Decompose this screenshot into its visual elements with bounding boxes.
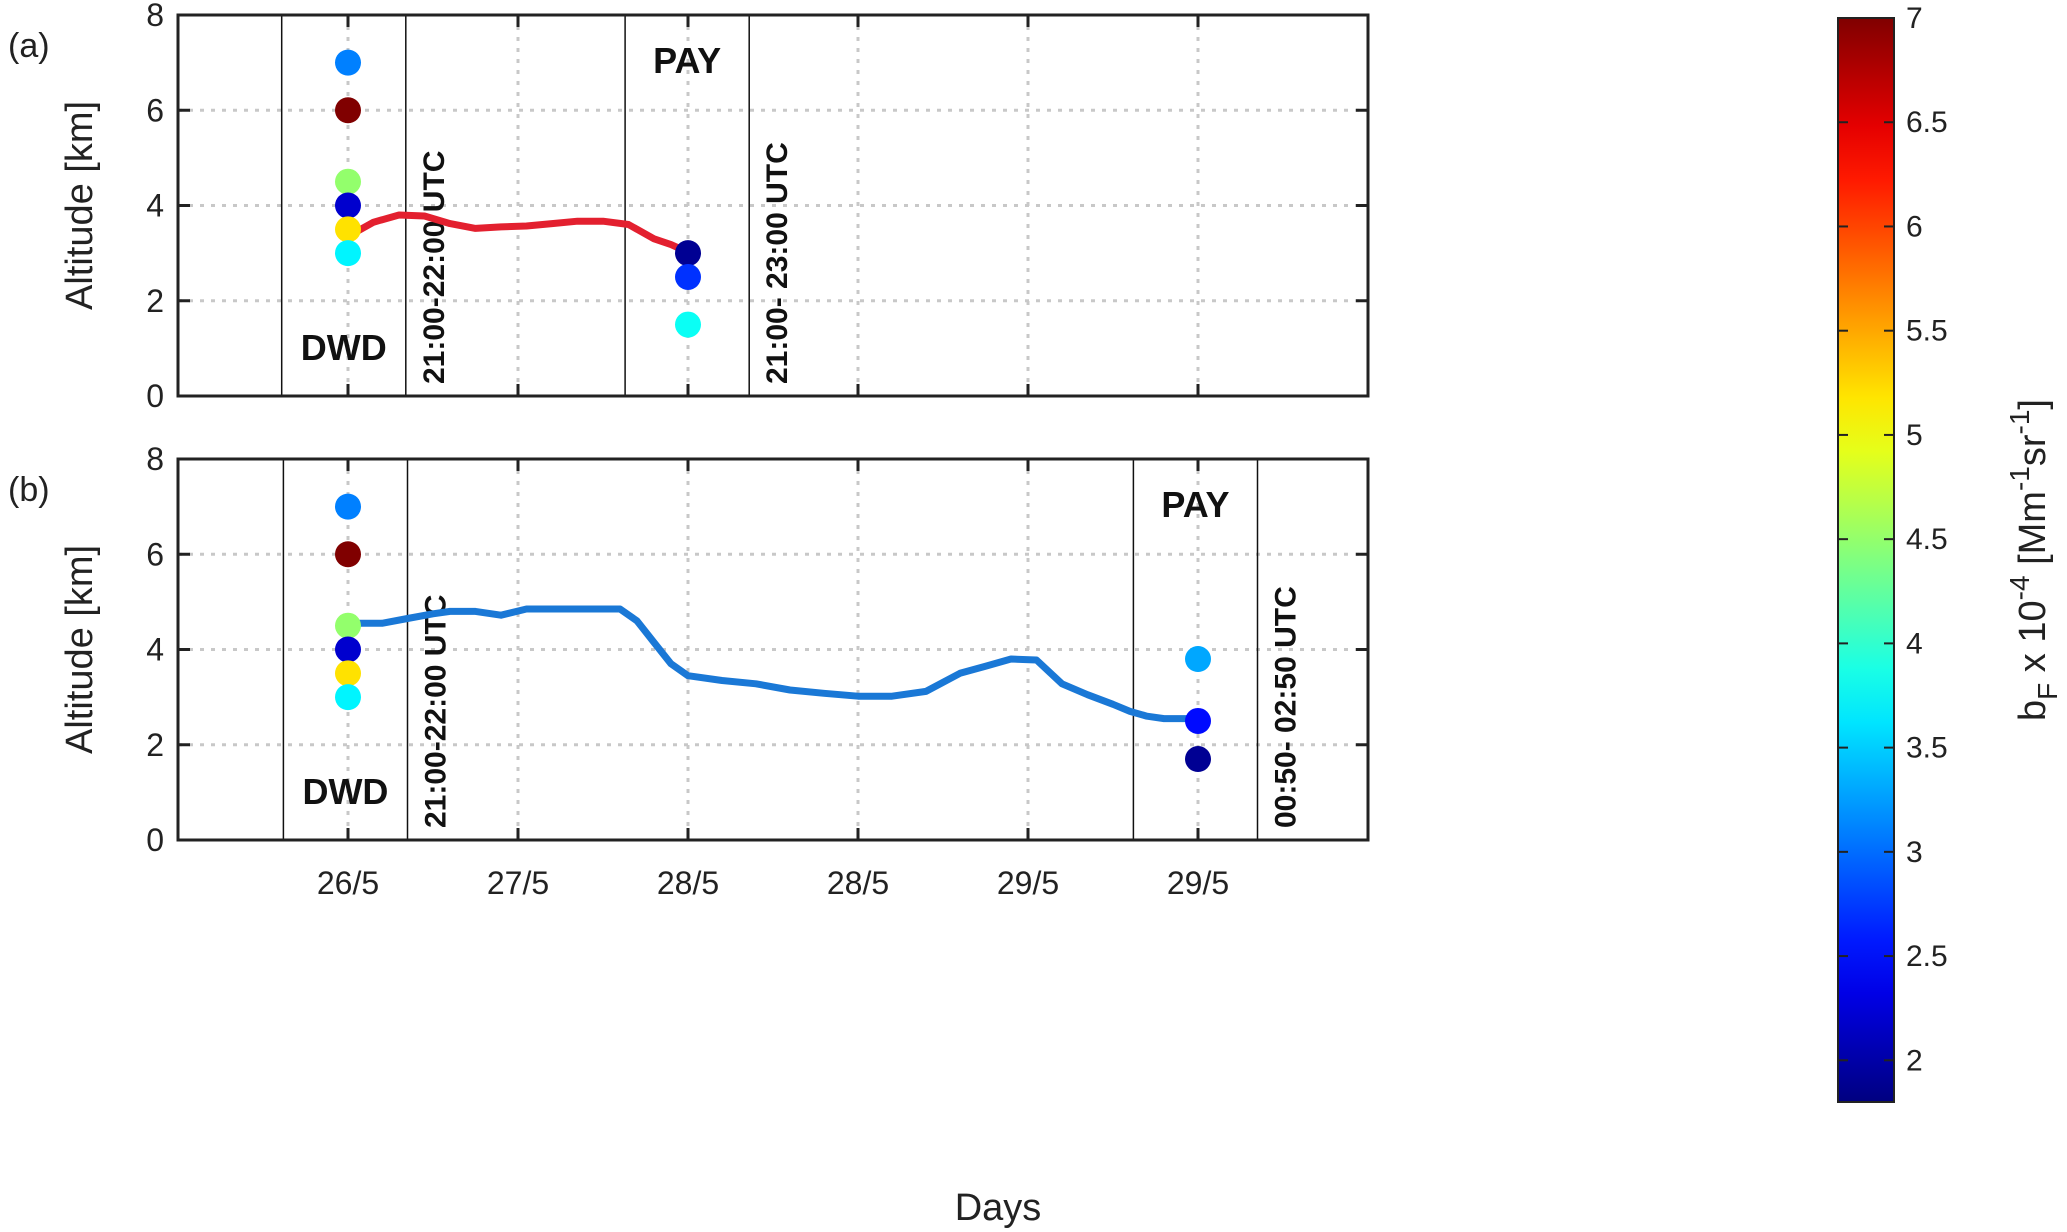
- colorbar-tick-label: 3: [1906, 836, 1923, 869]
- colorbar: 2 2.5 3 3.5 4 4.5 5 5.5 6 6.5 7 bF x 10-4 [Mm-1sr-1…: [1837, 2, 2063, 1103]
- y-axis-label: Altitude [km]: [59, 101, 101, 310]
- panel-label: (b): [8, 471, 50, 509]
- y-tick-label: 0: [146, 822, 164, 858]
- time-window-label: 21:00- 23:00 UTC: [761, 142, 794, 384]
- data-point: [335, 612, 361, 639]
- data-point: [1185, 646, 1211, 673]
- x-tick-label: 26/5: [317, 865, 379, 901]
- x-tick-label: 29/5: [997, 865, 1059, 901]
- station-label: DWD: [301, 327, 387, 368]
- data-point: [335, 636, 361, 663]
- station-label: PAY: [653, 40, 721, 81]
- data-point: [335, 541, 361, 568]
- time-window-label: 21:00-22:00 UTC: [418, 151, 451, 384]
- trajectory-line: [353, 211, 692, 256]
- colorbar-gradient: [1837, 17, 1895, 1103]
- trajectory-line: [353, 605, 1202, 723]
- data-point: [335, 97, 361, 124]
- data-point: [1185, 707, 1211, 734]
- y-tick-label: 6: [146, 92, 164, 128]
- y-tick-label: 0: [146, 378, 164, 414]
- colorbar-label: bF x 10-4 [Mm-1sr-1]: [2004, 399, 2063, 721]
- data-point: [335, 49, 361, 76]
- colorbar-tick-label: 2.5: [1906, 940, 1948, 973]
- colorbar-tick-label: 4: [1906, 627, 1923, 660]
- y-tick-label: 6: [146, 536, 164, 572]
- data-point: [335, 192, 361, 219]
- colorbar-tick-label: 5.5: [1906, 315, 1948, 348]
- data-point: [335, 660, 361, 687]
- colorbar-tick-label: 6: [1906, 210, 1923, 243]
- data-point: [675, 263, 701, 290]
- data-point: [675, 311, 701, 338]
- data-point: [335, 493, 361, 520]
- x-tick-label: 27/5: [487, 865, 549, 901]
- station-label: PAY: [1161, 484, 1229, 525]
- data-point: [675, 240, 701, 267]
- y-tick-label: 4: [146, 188, 164, 224]
- colorbar-tick-label: 5: [1906, 419, 1923, 452]
- time-window-label: 00:50- 02:50 UTC: [1270, 586, 1303, 828]
- y-tick-label: 2: [146, 727, 164, 763]
- colorbar-tick-label: 2: [1906, 1044, 1923, 1077]
- panel-b: DWD 21:00-22:00 UTC PAY 00:50- 02:50 UTC 0 2 4…: [8, 441, 1370, 901]
- colorbar-tick-label: 6.5: [1906, 106, 1948, 139]
- data-point: [335, 168, 361, 195]
- y-tick-label: 8: [146, 0, 164, 33]
- x-tick-label: 28/5: [657, 865, 719, 901]
- y-tick-label: 8: [146, 441, 164, 477]
- colorbar-tick-label: 3.5: [1906, 732, 1948, 765]
- data-point: [335, 216, 361, 243]
- x-tick-label: 29/5: [1167, 865, 1229, 901]
- y-axis-label: Altitude [km]: [59, 545, 101, 754]
- x-axis-label: Days: [955, 1187, 1042, 1229]
- colorbar-tick-label: 7: [1906, 2, 1923, 35]
- panel-label: (a): [8, 27, 50, 65]
- y-tick-label: 2: [146, 283, 164, 319]
- time-window-label: 21:00-22:00 UTC: [420, 595, 453, 828]
- panel-a: DWD 21:00-22:00 UTC PAY 21:00- 23:00 UTC 0 2 4…: [8, 0, 1370, 414]
- colorbar-tick-label: 4.5: [1906, 523, 1948, 556]
- x-tick-label: 28/5: [827, 865, 889, 901]
- y-tick-label: 4: [146, 632, 164, 668]
- data-point: [335, 684, 361, 711]
- data-point: [335, 240, 361, 267]
- station-label: DWD: [302, 771, 388, 812]
- data-point: [1185, 746, 1211, 773]
